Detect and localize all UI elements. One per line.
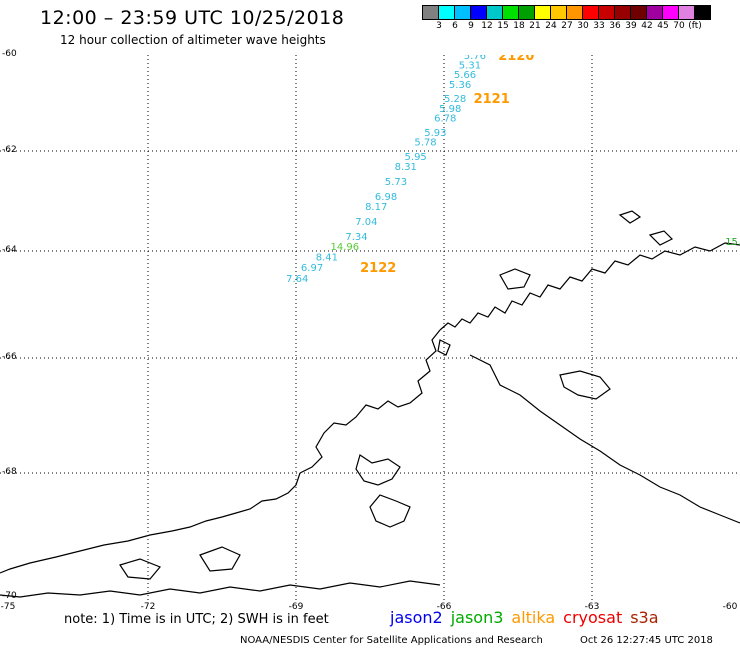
legend-swatch [630,5,647,20]
legend-label: 21 [529,21,541,31]
wave-height-value: 5.93 [424,128,446,139]
coastline [0,210,740,598]
legend-swatch [454,5,471,20]
legend-label: 12 [481,21,493,31]
legend-swatch [438,5,455,20]
longitude-label: -63 [584,602,600,612]
satellite-label: s3a [630,608,659,627]
legend-swatch [598,5,615,20]
wave-height-value: 5.36 [449,80,471,91]
latitude-label: -66 [2,352,17,362]
legend-label: 42 [641,21,653,31]
legend-swatch [646,5,663,20]
legend-label: 15 [497,21,509,31]
legend-swatch [582,5,599,20]
wave-height-value: 6.97 [301,263,323,274]
wave-height-value: 5.95 [405,152,427,163]
wave-height-value: 6.98 [375,192,397,203]
wave-height-value: 7.34 [345,232,367,243]
satellite-list: jason2 jason3 altika cryosat s3a [390,608,667,627]
satellite-label: jason3 [450,608,504,627]
legend-swatch [566,5,583,20]
latitude-label: -68 [2,467,17,477]
longitude-label: -75 [0,602,16,612]
legend-swatch [486,5,503,20]
wave-height-value: 7.04 [355,217,377,228]
color-legend-bar [422,5,711,21]
satellite-label: altika [511,608,556,627]
legend-label: 36 [609,21,621,31]
longitude-label: -69 [288,602,304,612]
legend-swatch [550,5,567,20]
generation-timestamp: Oct 26 12:27:45 UTC 2018 [580,635,713,646]
map-title: 12:00 – 23:59 UTC 10/25/2018 [40,7,345,29]
satellite-label: jason2 [390,608,443,627]
map-subtitle: 12 hour collection of altimeter wave hei… [60,33,326,47]
legend-swatch [694,5,711,20]
latitude-label: -62 [2,145,17,155]
latitude-label: -60 [2,49,17,59]
wave-height-value: 8.17 [365,202,387,213]
legend-label: 9 [468,21,474,31]
wave-height-map: 5.765.315.665.36 5.285.986.78 5.935.78 5.95… [0,55,740,601]
legend-label: (ft) [688,21,702,31]
pass-time-label: 2122 [360,261,396,276]
legend-label: 45 [657,21,669,31]
legend-label: 6 [452,21,458,31]
longitude-label: -60 [722,602,738,612]
wave-height-value: 6.78 [434,113,456,124]
wave-height-value: 8.31 [395,162,417,173]
footer-note: note: 1) Time is in UTC; 2) SWH is in fe… [64,612,329,627]
longitude-label: -72 [140,602,156,612]
wave-height-value: 5.76 [464,55,486,62]
legend-swatch [662,5,679,20]
latitude-label: -70 [2,591,17,601]
legend-label: 18 [513,21,525,31]
wave-height-value: 7.64 [286,274,308,285]
lat-lon-grid [0,55,740,601]
legend-swatch [614,5,631,20]
legend-swatch [678,5,695,20]
wave-height-value: 5.73 [385,177,407,188]
wave-height-value: 14.96 [331,242,360,253]
wave-height-value: 5.66 [454,70,476,81]
pass-time-label: 2121 [474,92,510,107]
wave-height-value: 5.28 [444,94,466,105]
wave-height-value: 8.41 [316,252,338,263]
legend-swatch [534,5,551,20]
legend-label: 3 [436,21,442,31]
legend-swatch [502,5,519,20]
wave-height-value: 5.31 [459,61,481,72]
legend-label: 39 [625,21,637,31]
legend-label: 24 [545,21,557,31]
wave-height-value: 15. [725,237,740,248]
legend-swatch [518,5,535,20]
satellite-label: cryosat [563,608,623,627]
legend-label: 27 [561,21,573,31]
legend-swatch [422,5,439,20]
wave-height-value: 5.78 [414,137,436,148]
pass-time-label: 2120 [498,55,534,64]
legend-label: 30 [577,21,589,31]
legend-swatch [470,5,487,20]
longitude-label: -66 [436,602,452,612]
credit-line: NOAA/NESDIS Center for Satellite Applica… [240,635,543,646]
legend-label: 33 [593,21,605,31]
wave-height-value: 5.98 [439,104,461,115]
latitude-label: -64 [2,245,17,255]
altimeter-track: 5.765.315.665.36 5.285.986.78 5.935.78 5.95… [286,55,740,285]
legend-label: 70 [673,21,685,31]
